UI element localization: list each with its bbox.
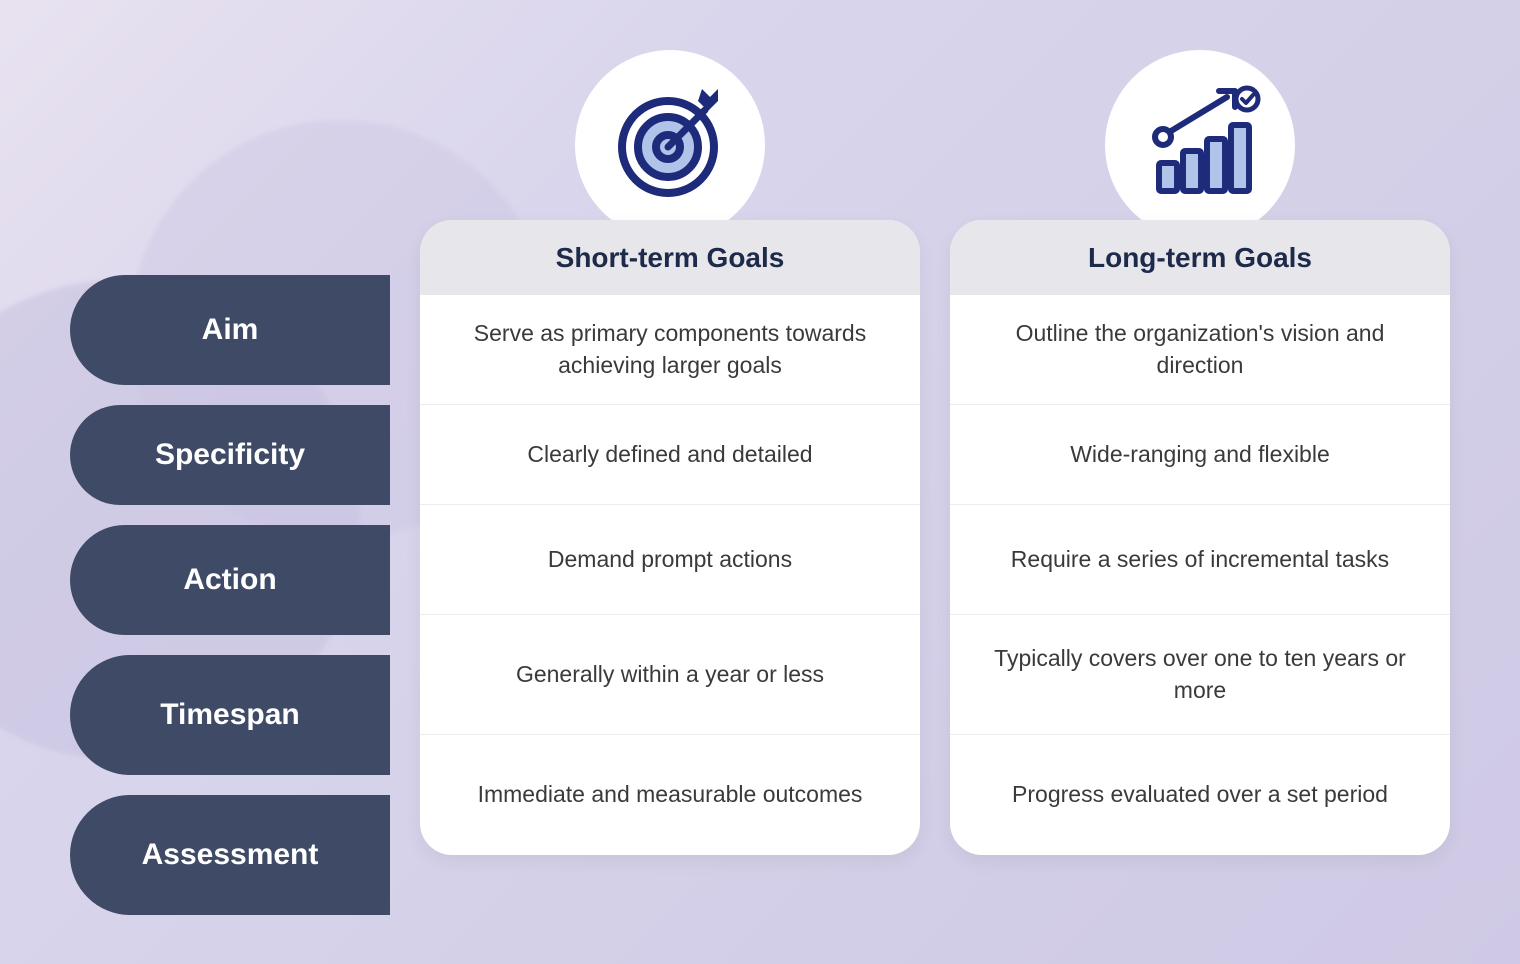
row-label-specificity: Specificity (70, 405, 390, 505)
row-label-assessment: Assessment (70, 795, 390, 915)
column-long-term: Long-term Goals Outline the organization… (950, 50, 1450, 855)
cell-short-action: Demand prompt actions (420, 505, 920, 615)
target-icon (610, 85, 730, 205)
row-label-action: Action (70, 525, 390, 635)
cell-short-timespan: Generally within a year or less (420, 615, 920, 735)
cell-long-aim: Outline the organization's vision and di… (950, 295, 1450, 405)
cell-long-specificity: Wide-ranging and flexible (950, 405, 1450, 505)
card-short-term: Short-term Goals Serve as primary compon… (420, 220, 920, 855)
icon-circle (575, 50, 765, 240)
cell-long-timespan: Typically covers over one to ten years o… (950, 615, 1450, 735)
card-long-term: Long-term Goals Outline the organization… (950, 220, 1450, 855)
row-labels-column: Aim Specificity Action Timespan Assessme… (70, 50, 390, 935)
column-header: Long-term Goals (950, 220, 1450, 295)
cell-long-action: Require a series of incremental tasks (950, 505, 1450, 615)
row-label-aim: Aim (70, 275, 390, 385)
cell-short-specificity: Clearly defined and detailed (420, 405, 920, 505)
cell-short-assessment: Immediate and measurable outcomes (420, 735, 920, 855)
column-header: Short-term Goals (420, 220, 920, 295)
row-label-timespan: Timespan (70, 655, 390, 775)
column-short-term: Short-term Goals Serve as primary compon… (420, 50, 920, 855)
cell-long-assessment: Progress evaluated over a set period (950, 735, 1450, 855)
cell-short-aim: Serve as primary components towards achi… (420, 295, 920, 405)
icon-circle (1105, 50, 1295, 240)
growth-chart-icon (1135, 85, 1265, 205)
